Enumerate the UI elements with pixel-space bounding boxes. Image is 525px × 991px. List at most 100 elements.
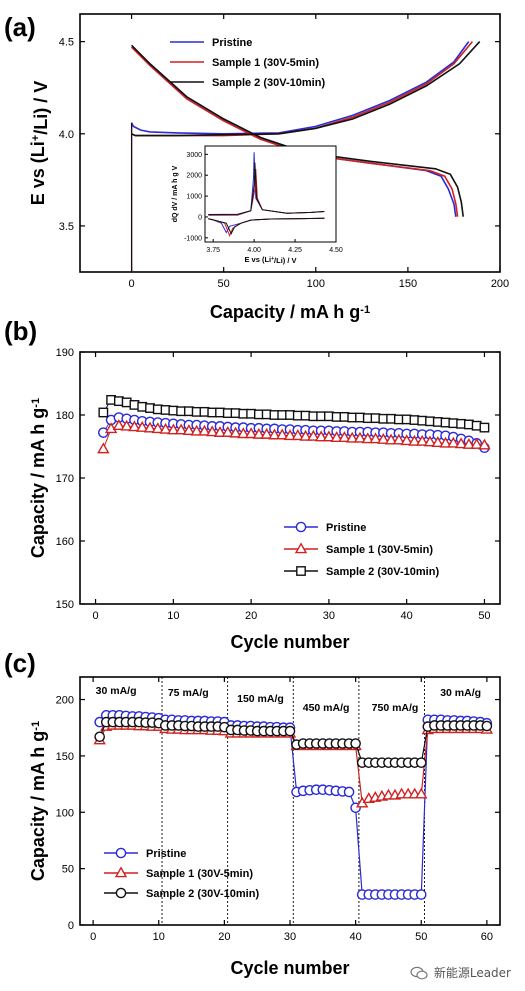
- inset-x-tick-label: 3.75: [206, 247, 220, 254]
- x-tick-label: 40: [401, 610, 413, 622]
- x-tick-label: 0: [92, 610, 98, 622]
- x-tick-label: 10: [167, 610, 179, 622]
- data-point: [104, 422, 118, 434]
- data-point: [190, 424, 203, 436]
- y-tick-label: 0: [68, 920, 74, 932]
- legend-label: Sample 1 (30V-5min): [212, 57, 319, 69]
- data-point: [346, 431, 359, 443]
- x-axis-label-c: Cycle number: [230, 958, 349, 978]
- legend-label: Pristine: [326, 522, 366, 534]
- y-tick-label: 3.5: [59, 221, 74, 233]
- data-point: [447, 436, 460, 448]
- legend-label: Pristine: [146, 848, 186, 860]
- data-point: [415, 757, 427, 768]
- data-point: [377, 432, 390, 444]
- rate-label: 750 mA/g: [372, 702, 419, 714]
- panel-label-a: (a): [4, 12, 36, 42]
- data-point: [291, 429, 304, 441]
- data-point: [276, 428, 289, 440]
- y-tick-label: 100: [56, 807, 74, 819]
- data-point: [221, 426, 234, 437]
- y-tick-label: 150: [56, 751, 74, 763]
- x-axis-label-a: Capacity / mA h g-1: [210, 302, 370, 322]
- inset-y-tick-label: 1000: [186, 194, 202, 201]
- data-point: [343, 786, 355, 798]
- data-point: [479, 422, 490, 433]
- data-point: [229, 426, 242, 438]
- watermark: 新能源Leader: [410, 964, 511, 981]
- x-axis-label-b: Cycle number: [230, 632, 349, 652]
- data-point: [322, 430, 336, 442]
- data-point: [213, 426, 227, 437]
- y-axis-label-a: E vs (Li+/Li) / V: [28, 81, 51, 205]
- y-tick-label: 170: [56, 473, 74, 485]
- inset-x-label: E vs (Li+/Li) / V: [244, 255, 296, 265]
- x-tick-label: 100: [307, 278, 325, 290]
- x-tick-label: 20: [245, 610, 257, 622]
- data-point: [408, 434, 421, 446]
- data-point: [268, 428, 281, 440]
- legend-label: Sample 2 (30V-10min): [212, 77, 325, 89]
- data-point: [252, 427, 266, 439]
- data-point: [260, 427, 273, 439]
- data-point: [400, 434, 413, 446]
- data-point: [353, 431, 367, 443]
- inset-x-tick-label: 4.50: [329, 247, 343, 254]
- data-point: [94, 731, 105, 743]
- inset-y-tick-label: 3000: [186, 152, 202, 159]
- data-point: [470, 437, 483, 449]
- data-point: [423, 435, 437, 447]
- data-point: [296, 566, 306, 576]
- y-tick-label: 160: [56, 536, 74, 548]
- data-point: [295, 521, 307, 533]
- x-tick-label: 200: [491, 278, 509, 290]
- data-point: [237, 427, 250, 439]
- data-point: [97, 442, 110, 454]
- data-point: [98, 407, 109, 418]
- y-tick-label: 180: [56, 410, 74, 422]
- y-tick-label: 4.5: [59, 37, 74, 49]
- inset-y-tick-label: 0: [198, 214, 202, 221]
- rate-label: 75 mA/g: [168, 687, 209, 699]
- data-point: [369, 432, 382, 444]
- plot-frame: [79, 13, 501, 273]
- legend-label: Pristine: [212, 37, 252, 49]
- data-point: [136, 420, 149, 432]
- inset-x-tick-label: 4.25: [288, 247, 302, 254]
- data-point: [330, 431, 343, 442]
- legend-label: Sample 2 (30V-10min): [326, 566, 439, 578]
- data-point: [294, 542, 308, 554]
- inset-frame: [204, 145, 337, 243]
- panel-label-c: (c): [4, 648, 36, 678]
- series-c: [94, 716, 493, 768]
- x-tick-label: 40: [350, 931, 362, 943]
- data-point: [415, 889, 427, 900]
- x-tick-label: 50: [218, 278, 230, 290]
- data-point: [182, 424, 196, 436]
- data-point: [361, 432, 374, 444]
- data-point: [115, 887, 127, 899]
- data-point: [462, 437, 476, 449]
- data-point: [284, 725, 296, 737]
- data-point: [114, 866, 128, 878]
- inset-dqdv-charge: [208, 162, 325, 215]
- x-tick-label: 0: [90, 931, 96, 943]
- data-point: [350, 738, 361, 749]
- inset-y-label: dQ dV / mA h g V: [172, 165, 179, 222]
- data-point: [283, 429, 297, 441]
- data-point: [454, 437, 468, 449]
- data-point: [120, 419, 133, 431]
- data-point: [174, 423, 188, 435]
- data-point: [338, 431, 351, 442]
- data-point: [151, 422, 164, 434]
- data-point: [198, 424, 211, 436]
- x-tick-label: 10: [153, 931, 165, 943]
- data-point: [115, 847, 127, 859]
- x-tick-label: 20: [218, 931, 230, 943]
- y-axis-label-b: Capacity / mA h g-1: [28, 398, 48, 558]
- rate-label: 450 mA/g: [303, 702, 350, 714]
- data-point: [128, 420, 141, 432]
- data-point: [392, 433, 406, 445]
- x-tick-label: 0: [129, 278, 135, 290]
- data-point: [112, 419, 126, 431]
